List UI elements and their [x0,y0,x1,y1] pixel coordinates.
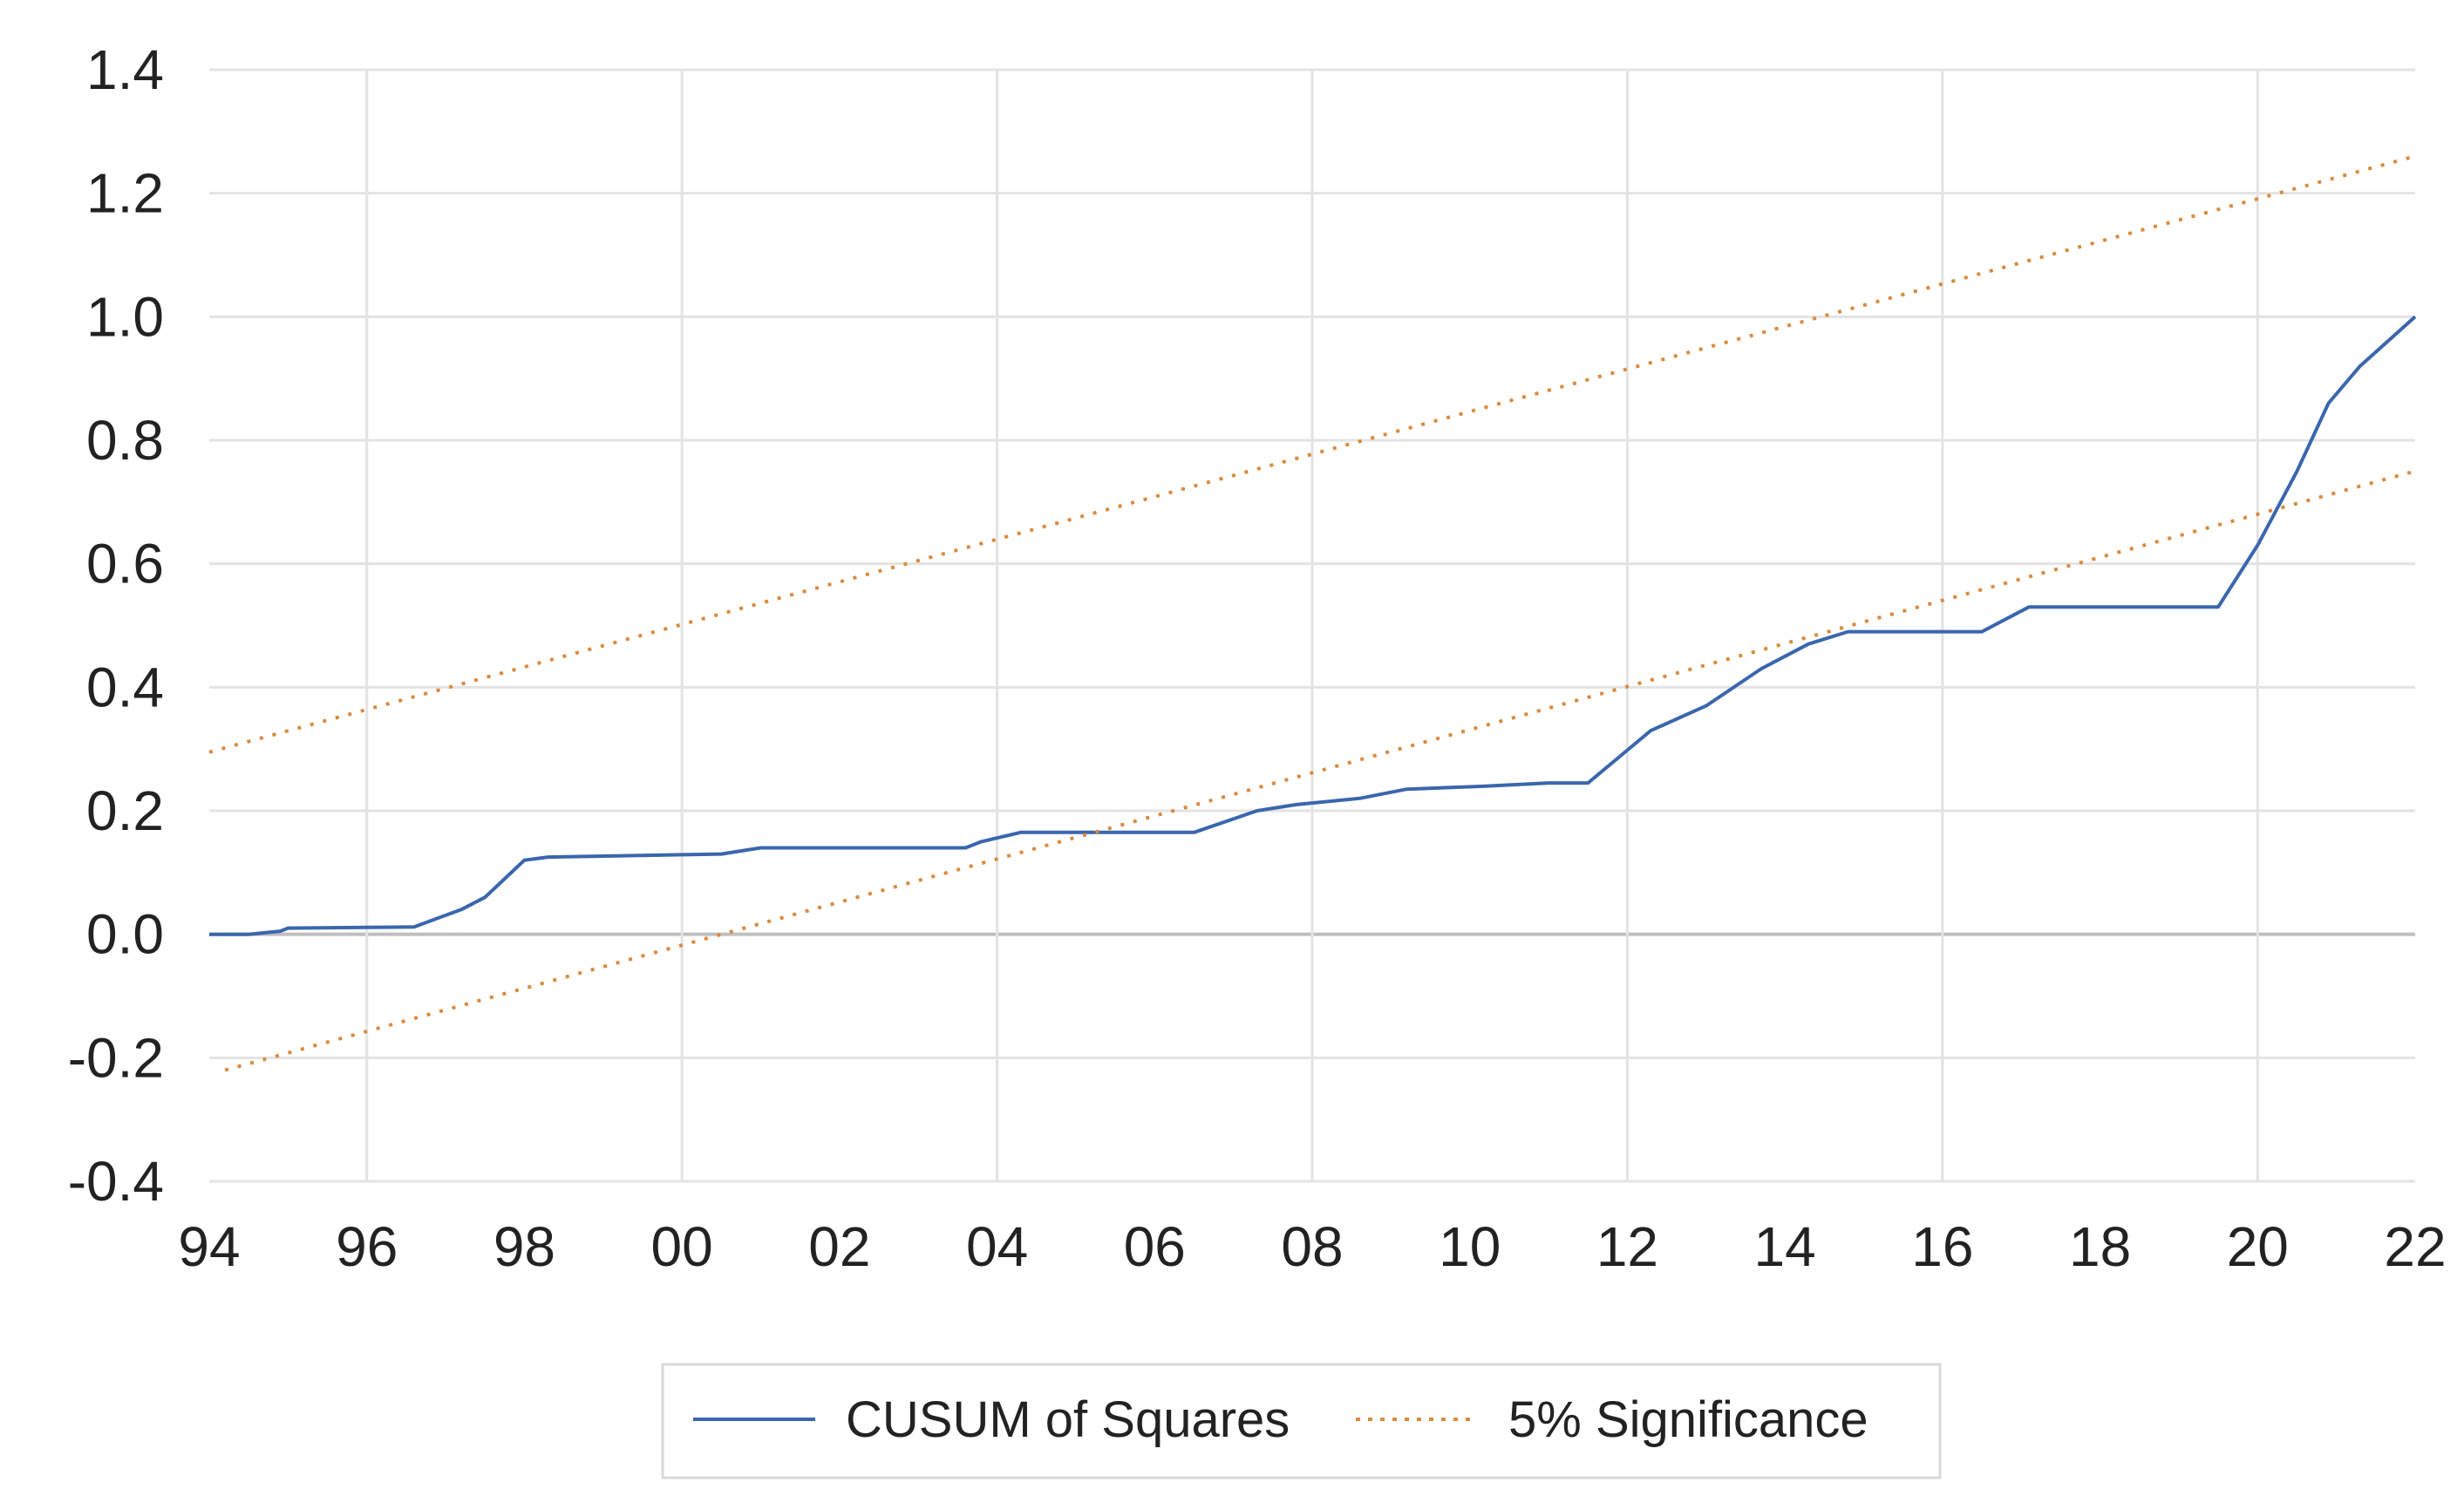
y-tick-label: 0.4 [86,656,164,718]
y-tick-label: -0.2 [68,1026,164,1089]
x-tick-label: 16 [1911,1215,1973,1278]
y-tick-label: 0.2 [86,779,164,842]
x-tick-label: 22 [2384,1215,2446,1278]
series-line-cusum [209,315,2417,936]
x-tick-label: 10 [1439,1215,1501,1278]
legend-box [661,1363,1942,1479]
x-tick-label: 02 [808,1215,870,1278]
series-lines [208,154,2417,1072]
x-tick-label: 98 [493,1215,555,1278]
y-axis-tick-labels: -0.4 -0.2 0.0 0.2 0.4 0.6 0.8 1.0 1.2 1.4 [68,38,164,1213]
x-tick-label: 96 [336,1215,398,1278]
x-tick-label: 20 [2227,1215,2289,1278]
legend-label-cusum: CUSUM of Squares [846,1391,1290,1448]
x-tick-label: 14 [1754,1215,1816,1278]
y-tick-label: 0.6 [86,533,164,595]
y-tick-label: 0.0 [86,903,164,966]
x-tick-label: 18 [2069,1215,2131,1278]
x-tick-label: 00 [651,1215,713,1278]
x-tick-label: 12 [1596,1215,1658,1278]
y-tick-label: 1.4 [86,38,164,101]
x-tick-label: 06 [1124,1215,1186,1278]
series-line-upper-significance [208,154,2416,754]
y-tick-label: 0.8 [86,409,164,472]
y-tick-label: -0.4 [68,1150,164,1213]
x-axis-tick-labels: 94 96 98 00 02 04 06 08 10 12 14 16 18 20 22 [178,1215,2446,1278]
x-tick-label: 04 [966,1215,1028,1278]
gridlines [209,68,2415,1183]
legend-label-significance: 5% Significance [1508,1391,1868,1448]
y-tick-label: 1.0 [86,285,164,348]
y-tick-label: 1.2 [86,162,164,225]
legend: CUSUM of Squares 5% Significance [661,1363,1942,1479]
x-tick-label: 08 [1281,1215,1343,1278]
x-tick-label: 94 [178,1215,240,1278]
